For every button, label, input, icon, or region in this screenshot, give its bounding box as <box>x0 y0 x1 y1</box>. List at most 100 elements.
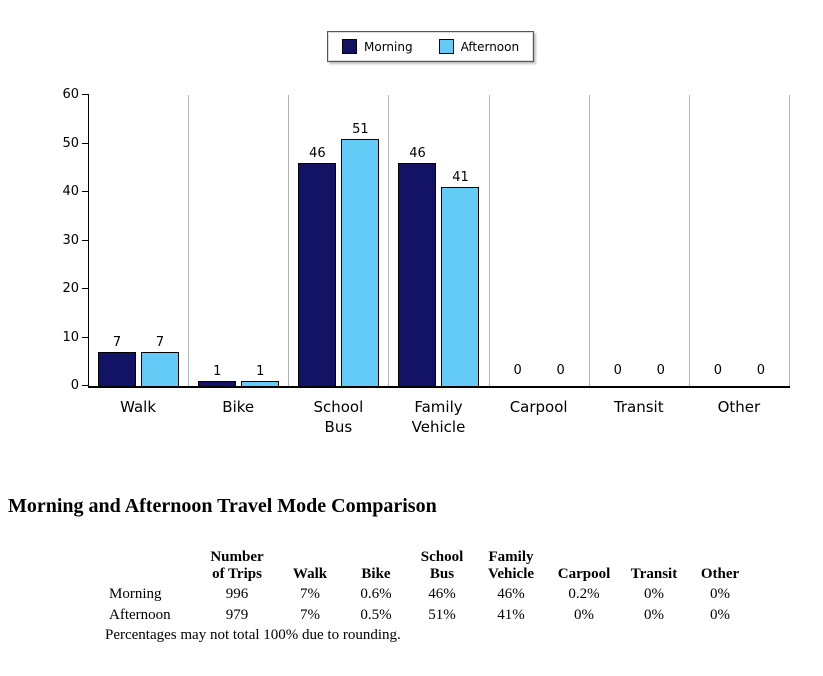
bar-value-label: 0 <box>613 363 622 378</box>
bar-value-label: 0 <box>756 363 766 378</box>
bar-afternoon <box>141 352 180 386</box>
bar-value-label: 0 <box>713 363 723 378</box>
y-axis-tick-mark <box>82 239 89 241</box>
y-axis-tick-label: 0 <box>70 378 79 393</box>
y-axis-tick-mark <box>82 336 89 338</box>
y-axis-tick-label: 20 <box>62 281 79 297</box>
bar-value-label: 7 <box>155 335 165 351</box>
morning-transit: 0% <box>644 586 664 602</box>
col-header-transit: Transit <box>630 566 678 582</box>
bar-slot: 0 <box>542 95 580 386</box>
morning-walk: 7% <box>300 586 320 602</box>
category-label: School Bus <box>313 398 364 436</box>
bar-value-label: 41 <box>452 170 469 186</box>
col-header-walk: Walk <box>292 566 328 582</box>
bar-slot: 7 <box>141 95 180 386</box>
table-row-morning: Morning 996 7% 0.6% 46% 46% 0.2% 0% 0% <box>105 584 753 605</box>
y-axis-tick-mark <box>82 288 89 289</box>
y-axis-tick-label: 30 <box>62 232 79 248</box>
category-labels: Walk Bike School Bus Family Vehicle Carpool T… <box>88 397 789 437</box>
bar-group: 46 41 <box>389 95 490 386</box>
legend-label-afternoon: Afternoon <box>460 39 520 54</box>
row-label-morning: Morning <box>109 586 162 602</box>
col-header-carpool: Carpool <box>557 566 611 582</box>
legend-label-morning: Morning <box>364 39 413 54</box>
bar-slot: 1 <box>198 95 237 386</box>
col-header-school-bus: School Bus <box>420 549 464 582</box>
bar-value-label: 51 <box>352 121 369 137</box>
afternoon-school-bus: 51% <box>428 607 456 623</box>
y-axis-tick-label: 60 <box>62 87 79 102</box>
y-axis-tick-label: 40 <box>62 184 79 200</box>
bar-slot: 0 <box>499 95 537 386</box>
y-axis-tick-mark <box>82 385 89 386</box>
col-header-family-vehicle: Family Vehicle <box>487 549 535 582</box>
bar-slot: 7 <box>98 95 137 386</box>
category-label: Walk <box>120 398 157 416</box>
afternoon-other: 0% <box>710 607 730 623</box>
col-header-blank <box>105 548 197 584</box>
morning-school-bus: 46% <box>428 586 456 602</box>
comparison-table: Number of Trips Walk Bike School Bus Fam… <box>105 548 753 626</box>
bar-slot: 0 <box>599 95 637 386</box>
category-label: Other <box>717 398 761 416</box>
bar-value-label: 0 <box>513 363 522 378</box>
bar-morning <box>398 162 437 386</box>
bar-value-label: 1 <box>213 364 222 380</box>
morning-family-vehicle: 46% <box>497 586 525 602</box>
category-label: Bike <box>222 398 255 416</box>
bar-slot: 0 <box>742 95 780 386</box>
col-header-other: Other <box>700 566 740 582</box>
morning-carpool: 0.2% <box>568 586 600 602</box>
bar-value-label: 46 <box>309 145 326 161</box>
bar-value-label: 1 <box>256 364 265 380</box>
y-axis-tick-label: 10 <box>62 329 79 345</box>
bar-morning <box>98 352 137 386</box>
category-label: Transit <box>613 398 664 416</box>
y-axis-tick-label: 50 <box>62 135 79 151</box>
bar-value-label: 0 <box>656 363 665 378</box>
bar-value-label: 7 <box>112 335 122 351</box>
morning-trips: 996 <box>225 586 249 602</box>
legend-item-morning: Morning <box>342 39 413 54</box>
y-axis-tick-mark <box>82 94 89 95</box>
bar-value-label: 0 <box>556 363 565 378</box>
morning-other: 0% <box>710 586 730 602</box>
morning-color-swatch <box>342 39 357 54</box>
afternoon-color-swatch <box>438 39 454 54</box>
category-label: Carpool <box>509 398 568 416</box>
bar-afternoon <box>341 138 380 386</box>
bar-slot: 0 <box>642 95 680 386</box>
bar-chart: 0 10 20 30 40 50 60 7 7 1 1 46 51 46 41 0 0 0 0 0 0 Walk Bike… <box>62 87 790 436</box>
bar-morning <box>198 381 237 386</box>
morning-bike: 0.6% <box>360 586 392 602</box>
y-axis-tick-mark <box>82 191 89 192</box>
bar-morning <box>298 162 337 386</box>
bar-group: 46 51 <box>289 95 390 386</box>
col-header-bike: Bike <box>361 566 391 582</box>
afternoon-bike: 0.5% <box>360 607 392 623</box>
stats-section: Number of Trips Walk Bike School Bus Fam… <box>105 548 753 644</box>
afternoon-trips: 979 <box>225 607 249 623</box>
bar-slot: 41 <box>441 95 480 386</box>
chart-legend: Morning Afternoon <box>327 31 535 62</box>
bar-slot: 46 <box>298 95 337 386</box>
col-header-number-of-trips: Number of Trips <box>210 549 264 582</box>
legend-item-afternoon: Afternoon <box>438 39 520 54</box>
bar-afternoon <box>441 187 480 386</box>
afternoon-transit: 0% <box>644 607 664 623</box>
bar-slot: 46 <box>398 95 437 386</box>
table-row-afternoon: Afternoon 979 7% 0.5% 51% 41% 0% 0% 0% <box>105 605 753 626</box>
row-label-afternoon: Afternoon <box>109 607 171 623</box>
page-title: Morning and Afternoon Travel Mode Compar… <box>8 495 437 517</box>
y-axis-tick-mark <box>82 142 89 144</box>
plot-area: 0 10 20 30 40 50 60 7 7 1 1 46 51 46 41 0 0 0 0 0 0 <box>62 87 790 393</box>
category-label: Family Vehicle <box>411 398 466 436</box>
bar-slot: 51 <box>341 95 380 386</box>
table-footnote: Percentages may not total 100% due to ro… <box>105 627 401 643</box>
